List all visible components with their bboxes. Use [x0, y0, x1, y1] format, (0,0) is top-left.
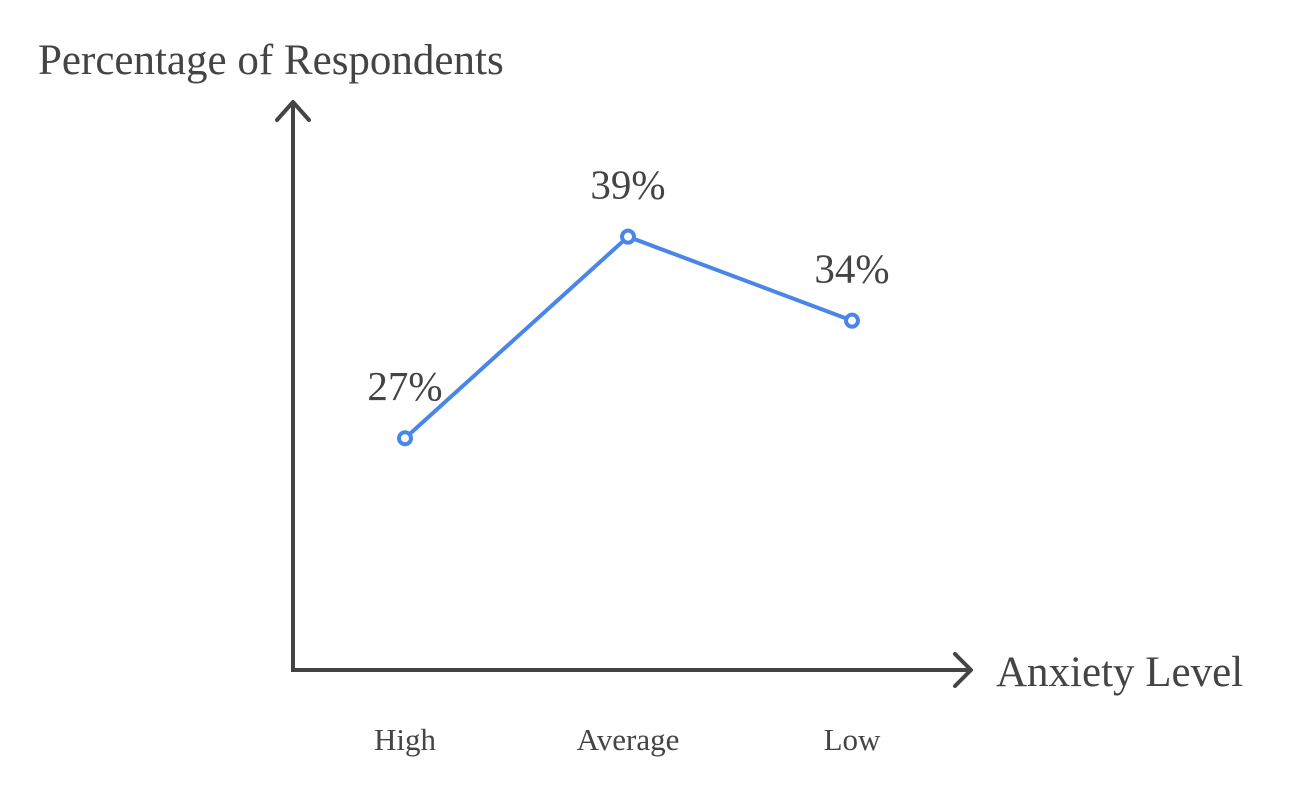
x-axis-title: Anxiety Level: [996, 649, 1243, 696]
y-axis-title: Percentage of Respondents: [38, 37, 504, 84]
y-axis-arrowhead: [275, 100, 311, 122]
x-tick-label-average: Average: [577, 722, 680, 757]
data-label-low: 34%: [814, 246, 889, 292]
data-point-high: [397, 430, 413, 447]
x-tick-label-high: High: [374, 722, 437, 757]
x-tick-label-low: Low: [824, 722, 881, 757]
x-axis-arrowhead: [953, 652, 973, 688]
series-line: [403, 234, 854, 441]
data-point-average: [620, 228, 636, 245]
data-label-average: 39%: [590, 162, 665, 208]
data-label-high: 27%: [367, 363, 442, 409]
data-point-low: [844, 312, 860, 329]
